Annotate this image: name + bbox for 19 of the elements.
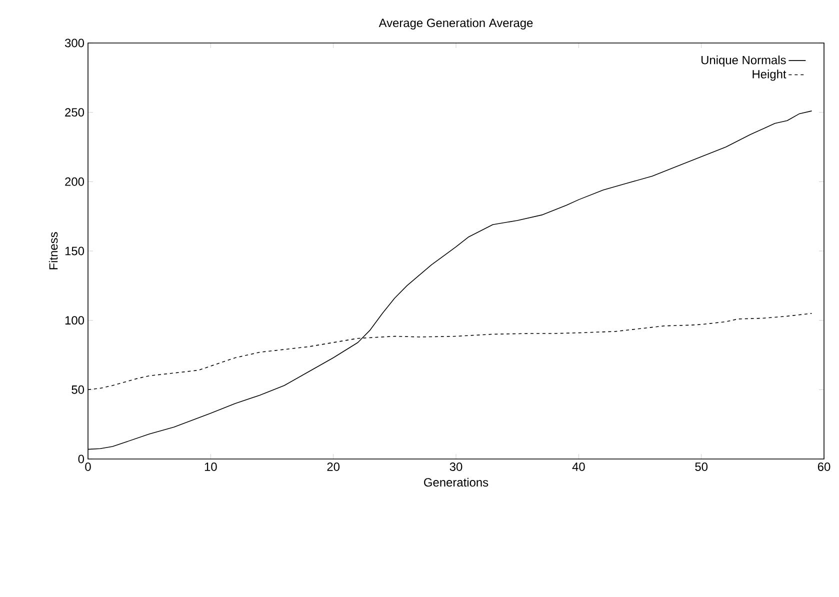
x-tick-label: 0 [85, 462, 91, 471]
x-tick-label: 30 [450, 462, 462, 471]
y-tick-label: 50 [72, 385, 84, 394]
x-axis-title: Generations [424, 478, 488, 487]
y-tick-label: 200 [65, 177, 84, 186]
y-tick-label: 150 [65, 246, 84, 256]
legend-label: Height [752, 70, 786, 81]
x-tick-label: 10 [204, 462, 217, 471]
legend-label: Unique Normals [702, 56, 786, 67]
y-tick-label: 300 [64, 38, 84, 48]
chart-title: Average Generation Average [378, 18, 533, 30]
y-tick-label: 0 [78, 454, 84, 464]
x-tick-label: 40 [572, 462, 585, 471]
y-tick-label: 100 [65, 316, 84, 325]
x-tick-label: 50 [695, 462, 708, 471]
x-tick-label: 60 [818, 462, 830, 471]
y-axis-title: Fitness [48, 232, 58, 270]
y-tick-label: 250 [65, 108, 84, 117]
x-tick-label: 20 [327, 462, 340, 471]
